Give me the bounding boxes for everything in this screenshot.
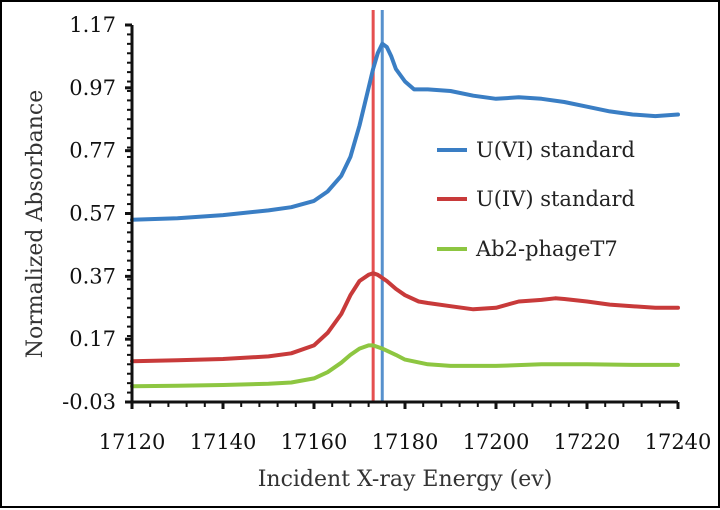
x-tick-label: 17120 [99, 430, 166, 454]
series-line-2 [130, 271, 680, 364]
x-tick-label: 17240 [645, 430, 712, 454]
y-axis-title: Normalized Absorbance [23, 90, 48, 358]
series-lines [130, 41, 680, 389]
x-tick-label: 17220 [554, 430, 621, 454]
y-tick-label: 0.57 [69, 202, 116, 226]
legend-label-2: U(IV) standard [476, 187, 635, 211]
legend-label-1: U(VI) standard [476, 138, 635, 162]
x-tick-label: 17140 [190, 430, 257, 454]
x-tick-label: 17180 [372, 430, 439, 454]
x-tick-labels: 17120 17140 17160 17180 17200 17220 17240 [99, 430, 712, 454]
y-tick-labels: -0.03 0.17 0.37 0.57 0.77 0.97 1.17 [62, 13, 116, 414]
y-tick-label: 0.97 [69, 76, 116, 100]
series-line-3 [130, 343, 680, 389]
y-tick-label: 0.77 [69, 139, 116, 163]
y-minor-ticks [125, 23, 132, 404]
legend: U(VI) standard U(IV) standard Ab2-phageT7 [437, 138, 635, 261]
y-tick-label: 1.17 [69, 13, 116, 37]
y-tick-label: 0.37 [69, 264, 116, 288]
x-axis-title: Incident X-ray Energy (ev) [258, 467, 553, 492]
y-tick-label: -0.03 [62, 390, 116, 414]
x-tick-label: 17160 [281, 430, 348, 454]
x-tick-label: 17200 [463, 430, 530, 454]
legend-label-3: Ab2-phageT7 [475, 237, 618, 261]
y-tick-label: 0.17 [69, 327, 116, 351]
series-line-1 [130, 41, 680, 222]
axes [125, 23, 680, 409]
